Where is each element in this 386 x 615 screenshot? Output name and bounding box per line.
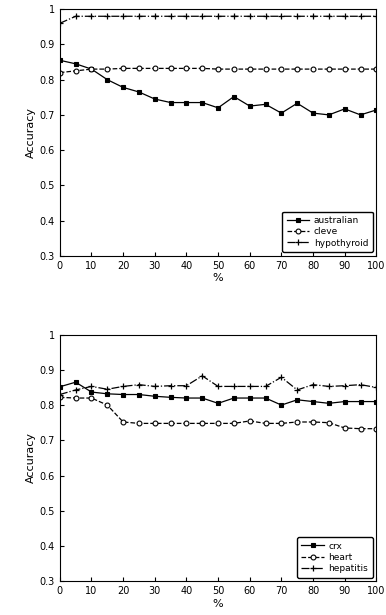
Legend: crx, heart, hepatitis: crx, heart, hepatitis	[297, 537, 373, 577]
Y-axis label: Accuracy: Accuracy	[25, 432, 36, 483]
Y-axis label: Accuracy: Accuracy	[25, 107, 36, 158]
X-axis label: %: %	[213, 274, 223, 284]
X-axis label: %: %	[213, 599, 223, 609]
Legend: australian, cleve, hypothyroid: australian, cleve, hypothyroid	[282, 212, 373, 252]
